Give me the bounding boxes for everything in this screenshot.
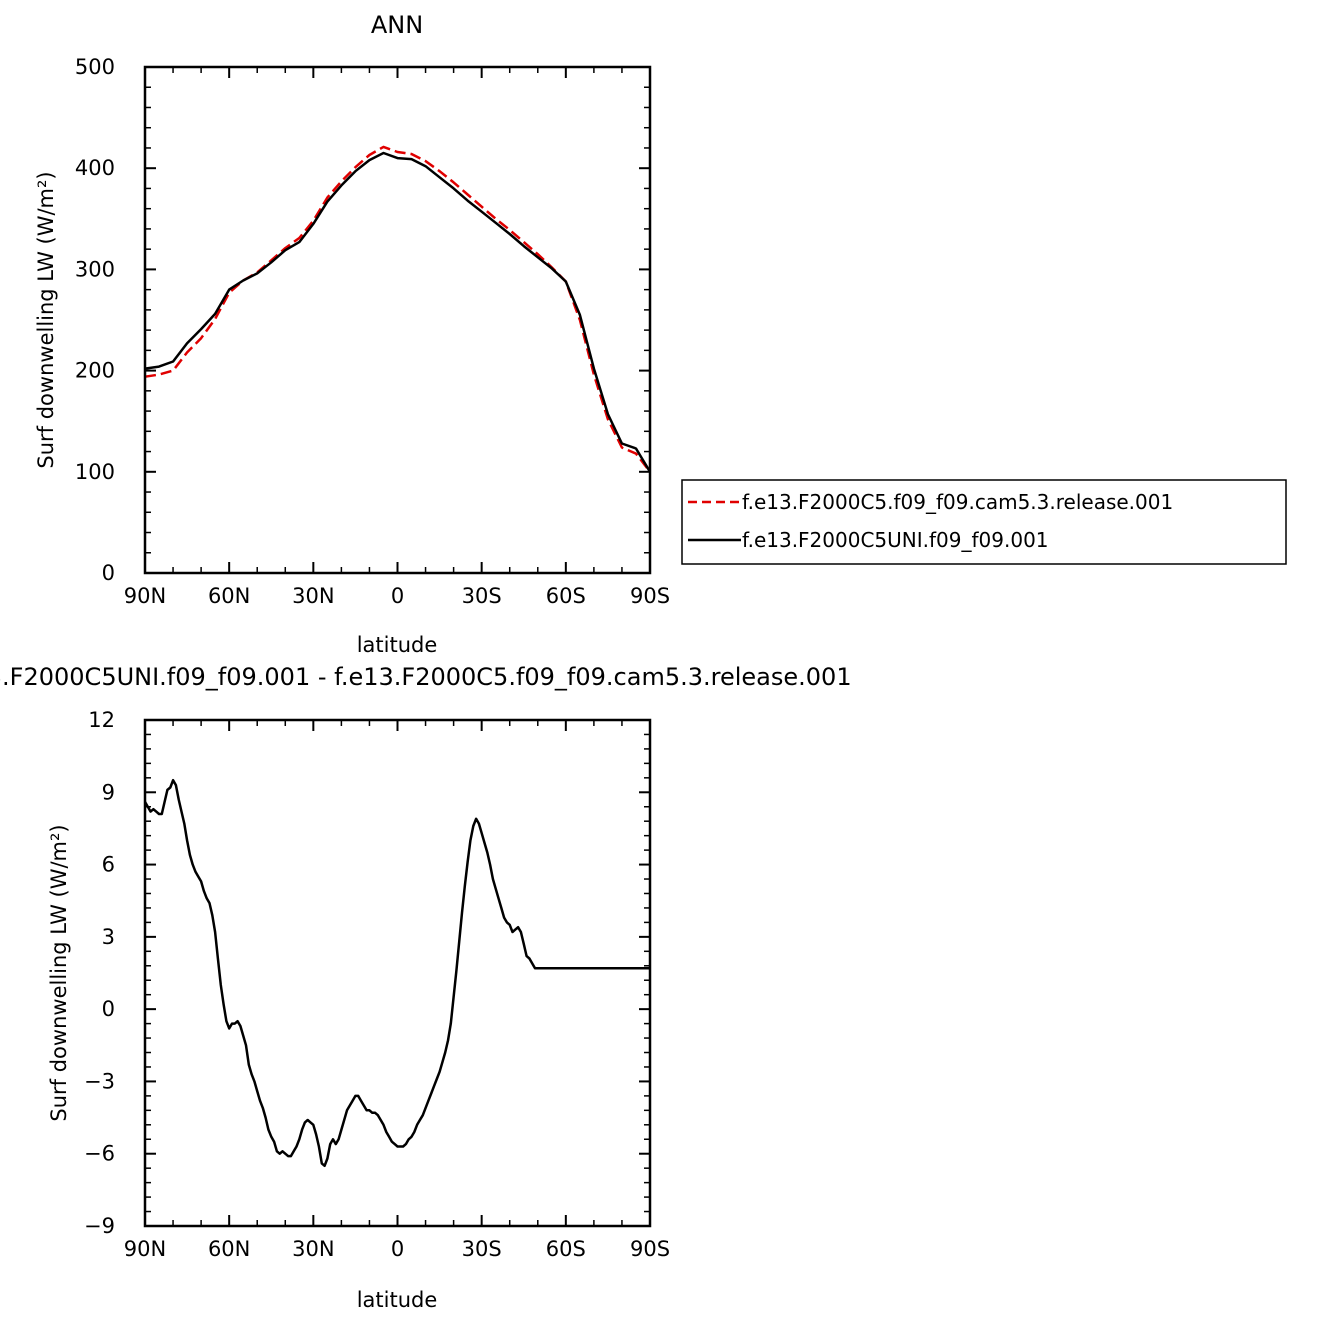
bottom-chart-x-tick-label: 90N bbox=[124, 1237, 166, 1261]
bottom-chart-y-tick-labels: −9 −6 −3 0 3 6 9 12 bbox=[84, 708, 115, 1238]
top-chart-x-tick-labels: 90N 60N 30N 0 30S 60S 90S bbox=[124, 584, 670, 608]
top-chart-ticks bbox=[144, 66, 651, 574]
bottom-chart-y-tick-label: 6 bbox=[102, 853, 115, 877]
bottom-chart-series-1-line bbox=[143, 778, 650, 1168]
legend-label-1: f.e13.F2000C5.f09_f09.cam5.3.release.001 bbox=[742, 490, 1173, 514]
top-chart-y-tick-label: 100 bbox=[75, 460, 115, 484]
bottom-chart-frame bbox=[143, 718, 652, 1228]
bottom-chart-x-tick-labels: 90N 60N 30N 0 30S 60S 90S bbox=[124, 1237, 670, 1261]
bottom-chart-x-tick-label: 60S bbox=[546, 1237, 586, 1261]
top-chart-y-tick-label: 0 bbox=[102, 561, 115, 585]
top-chart-y-tick-label: 200 bbox=[75, 359, 115, 383]
top-chart-y-tick-labels: 0 100 200 300 400 500 bbox=[75, 55, 115, 585]
top-chart: ANN 90N 60N 30N 0 30S 60S 90S 0 100 200 300 400 500… bbox=[34, 11, 670, 657]
bottom-chart-y-tick-label: 12 bbox=[88, 708, 115, 732]
bottom-chart: f.e13.F2000C5UNI.f09_f09.001 - f.e13.F20… bbox=[0, 663, 852, 1312]
bottom-chart-x-tick-label: 60N bbox=[208, 1237, 250, 1261]
top-chart-series-1-line bbox=[144, 145, 651, 473]
top-chart-frame bbox=[143, 65, 652, 575]
bottom-chart-y-tick-label: 3 bbox=[102, 925, 115, 949]
bottom-chart-x-tick-label: 30S bbox=[462, 1237, 502, 1261]
bottom-chart-y-tick-label: −3 bbox=[84, 1069, 115, 1093]
top-chart-y-axis-title: Surf downwelling LW (W/m²) bbox=[34, 171, 58, 468]
legend: f.e13.F2000C5.f09_f09.cam5.3.release.001… bbox=[681, 479, 1287, 565]
top-chart-x-axis-title: latitude bbox=[357, 633, 438, 657]
legend-box bbox=[681, 479, 1287, 565]
top-chart-x-tick-label: 90N bbox=[124, 584, 166, 608]
top-chart-x-tick-label: 60S bbox=[546, 584, 586, 608]
bottom-chart-y-axis-title: Surf downwelling LW (W/m²) bbox=[47, 824, 71, 1121]
top-chart-y-tick-label: 400 bbox=[75, 156, 115, 180]
bottom-chart-y-tick-label: −6 bbox=[84, 1142, 115, 1166]
bottom-chart-y-tick-label: 9 bbox=[102, 780, 115, 804]
top-chart-x-tick-label: 30S bbox=[462, 584, 502, 608]
top-chart-lines bbox=[144, 145, 652, 473]
bottom-chart-ticks bbox=[144, 719, 651, 1227]
bottom-chart-x-axis-title: latitude bbox=[357, 1288, 438, 1312]
bottom-chart-x-tick-label: 30N bbox=[292, 1237, 334, 1261]
bottom-chart-x-tick-label: 90S bbox=[630, 1237, 670, 1261]
top-chart-x-tick-label: 90S bbox=[630, 584, 670, 608]
top-chart-x-tick-label: 0 bbox=[391, 584, 404, 608]
top-chart-x-tick-label: 60N bbox=[208, 584, 250, 608]
bottom-chart-y-tick-label: 0 bbox=[102, 997, 115, 1021]
top-chart-y-tick-label: 500 bbox=[75, 55, 115, 79]
bottom-chart-y-tick-label: −9 bbox=[84, 1214, 115, 1238]
bottom-chart-title: f.e13.F2000C5UNI.f09_f09.001 - f.e13.F20… bbox=[0, 663, 852, 691]
legend-label-2: f.e13.F2000C5UNI.f09_f09.001 bbox=[742, 528, 1049, 552]
bottom-chart-lines bbox=[143, 778, 650, 1168]
bottom-chart-x-tick-label: 0 bbox=[391, 1237, 404, 1261]
top-chart-y-tick-label: 300 bbox=[75, 257, 115, 281]
top-chart-title: ANN bbox=[371, 11, 423, 39]
top-chart-series-2-line bbox=[144, 151, 652, 473]
top-chart-x-tick-label: 30N bbox=[292, 584, 334, 608]
